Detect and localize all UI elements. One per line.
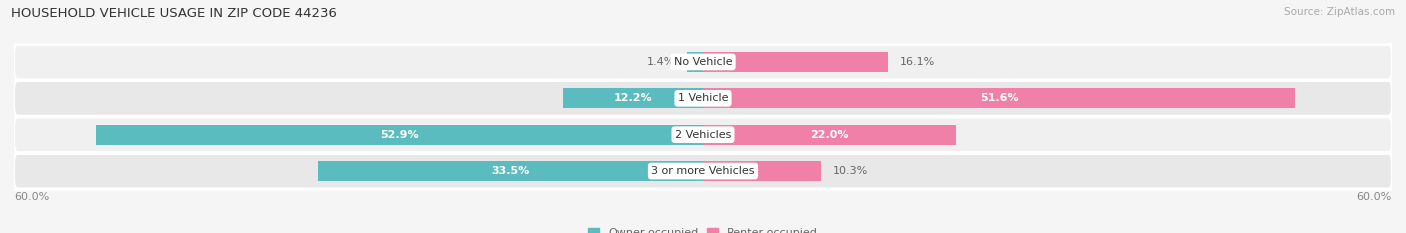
Text: 3 or more Vehicles: 3 or more Vehicles xyxy=(651,166,755,176)
Bar xyxy=(688,52,703,72)
Text: No Vehicle: No Vehicle xyxy=(673,57,733,67)
Bar xyxy=(703,52,887,72)
Text: 22.0%: 22.0% xyxy=(810,130,849,140)
Bar xyxy=(96,125,703,145)
Bar xyxy=(562,88,703,108)
Text: 1.4%: 1.4% xyxy=(647,57,675,67)
Text: 60.0%: 60.0% xyxy=(14,192,49,202)
Bar xyxy=(703,88,1295,108)
Text: 33.5%: 33.5% xyxy=(492,166,530,176)
Bar xyxy=(318,161,703,181)
Text: 2 Vehicles: 2 Vehicles xyxy=(675,130,731,140)
FancyBboxPatch shape xyxy=(14,81,1392,116)
Text: 10.3%: 10.3% xyxy=(832,166,868,176)
Text: 51.6%: 51.6% xyxy=(980,93,1018,103)
Legend: Owner-occupied, Renter-occupied: Owner-occupied, Renter-occupied xyxy=(583,223,823,233)
FancyBboxPatch shape xyxy=(14,154,1392,188)
Bar xyxy=(703,161,821,181)
Bar xyxy=(703,125,956,145)
Text: 16.1%: 16.1% xyxy=(900,57,935,67)
FancyBboxPatch shape xyxy=(14,45,1392,79)
Text: 12.2%: 12.2% xyxy=(613,93,652,103)
Text: 52.9%: 52.9% xyxy=(380,130,419,140)
Text: Source: ZipAtlas.com: Source: ZipAtlas.com xyxy=(1284,7,1395,17)
FancyBboxPatch shape xyxy=(14,117,1392,152)
Text: HOUSEHOLD VEHICLE USAGE IN ZIP CODE 44236: HOUSEHOLD VEHICLE USAGE IN ZIP CODE 4423… xyxy=(11,7,337,20)
Text: 1 Vehicle: 1 Vehicle xyxy=(678,93,728,103)
Text: 60.0%: 60.0% xyxy=(1357,192,1392,202)
